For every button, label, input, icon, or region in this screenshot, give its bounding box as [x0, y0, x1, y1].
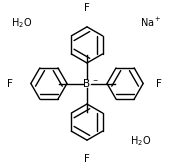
- Text: F: F: [7, 78, 13, 89]
- Text: $^{-}$: $^{-}$: [92, 76, 99, 86]
- Text: F: F: [84, 3, 90, 13]
- Text: H$_2$O: H$_2$O: [130, 134, 151, 148]
- Text: F: F: [156, 78, 162, 89]
- Text: B: B: [84, 78, 90, 89]
- Text: Na$^+$: Na$^+$: [140, 16, 161, 29]
- Text: F: F: [84, 154, 90, 164]
- Text: H$_2$O: H$_2$O: [11, 16, 33, 30]
